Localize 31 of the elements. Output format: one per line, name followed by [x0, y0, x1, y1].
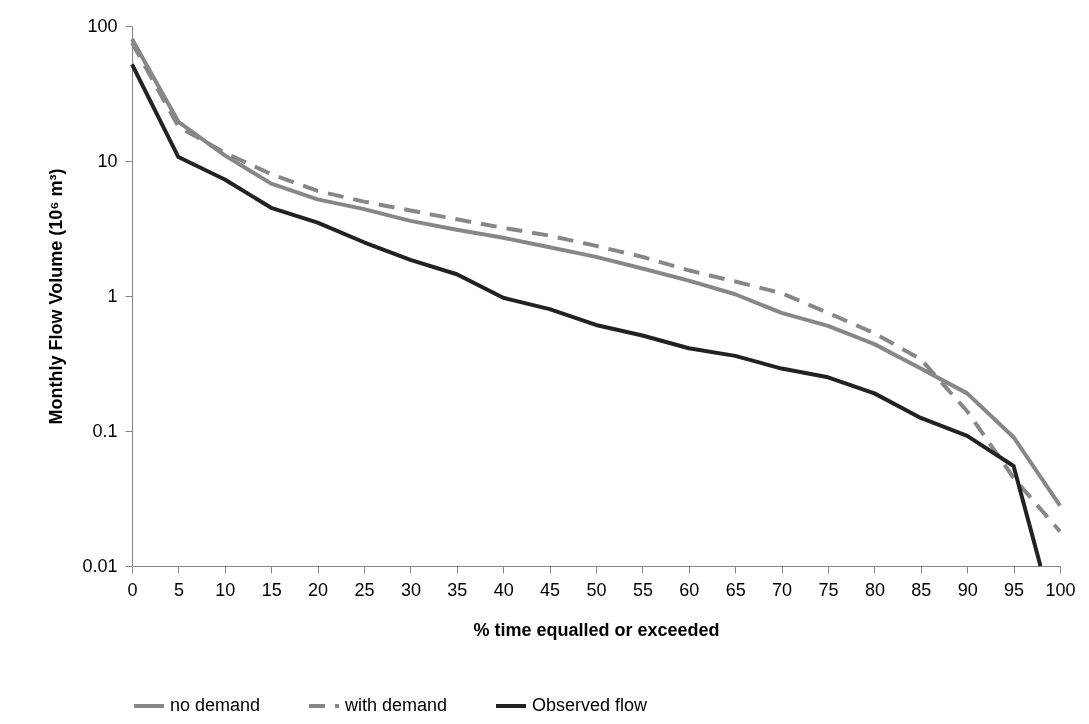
y-tick-label: 1 [107, 285, 118, 306]
x-tick-label: 35 [447, 579, 468, 600]
x-tick-label: 60 [679, 579, 700, 600]
x-tick-label: 70 [772, 579, 793, 600]
legend-label: Observed flow [532, 695, 649, 715]
x-tick-label: 50 [586, 579, 607, 600]
x-tick-label: 55 [632, 579, 653, 600]
legend-label: no demand [170, 695, 261, 715]
x-tick-label: 90 [957, 579, 978, 600]
y-tick-label: 0.1 [92, 420, 118, 441]
x-tick-label: 20 [308, 579, 329, 600]
x-tick-label: 65 [725, 579, 746, 600]
x-tick-label: 5 [173, 579, 184, 600]
x-tick-label: 85 [911, 579, 932, 600]
x-tick-label: 30 [400, 579, 421, 600]
y-tick-label: 10 [97, 150, 118, 171]
x-tick-label: 75 [818, 579, 839, 600]
x-tick-label: 25 [354, 579, 375, 600]
y-tick-label: 100 [87, 15, 118, 36]
x-axis-title: % time equalled or exceeded [473, 619, 720, 640]
x-tick-label: 45 [540, 579, 561, 600]
y-tick-label: 0.01 [82, 555, 118, 576]
x-tick-label: 0 [127, 579, 138, 600]
y-axis-title: Monthly Flow Volume (10⁶ m³) [46, 168, 67, 425]
x-tick-label: 15 [261, 579, 282, 600]
x-tick-label: 100 [1045, 579, 1076, 600]
x-tick-label: 40 [493, 579, 514, 600]
x-tick-label: 80 [864, 579, 885, 600]
legend-label: with demand [344, 695, 448, 715]
x-tick-label: 95 [1004, 579, 1025, 600]
x-tick-label: 10 [215, 579, 236, 600]
